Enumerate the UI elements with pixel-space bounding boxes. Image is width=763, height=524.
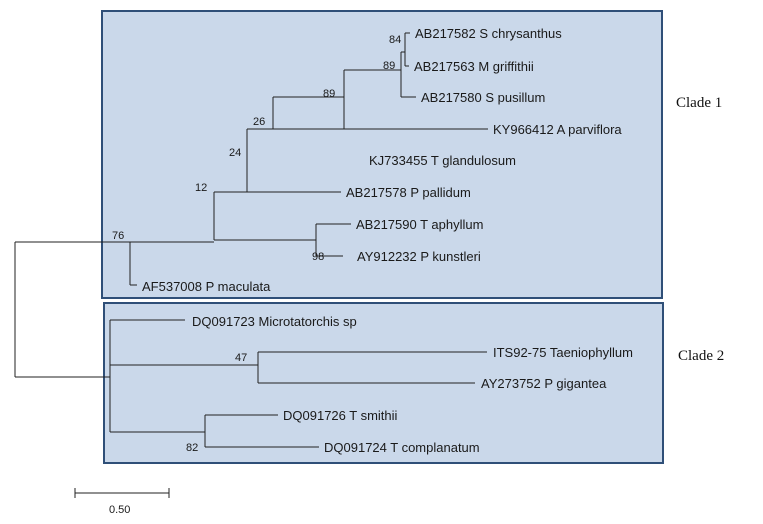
taxon-label: DQ091726 T smithii [283, 408, 398, 423]
support-value: 26 [253, 116, 265, 128]
support-value: 76 [112, 230, 124, 242]
branch-node-84 [404, 32, 410, 67]
taxon-label: AY273752 P gigantea [481, 376, 607, 391]
support-value: 12 [195, 182, 207, 194]
clade-2-label: Clade 2 [678, 348, 724, 364]
taxon-label: AB217580 S pusillum [421, 90, 545, 105]
support-values: 84 89 89 26 24 12 76 98 47 82 [112, 34, 401, 454]
taxon-label: DQ091724 T complanatum [324, 440, 480, 455]
branch-root [14, 241, 130, 378]
branch-node-98 [315, 223, 351, 257]
support-value: 98 [312, 251, 324, 263]
taxon-label: KY966412 A parviflora [493, 122, 622, 137]
taxon-label: AF537008 P maculata [142, 279, 271, 294]
taxon-label: DQ091723 Microtatorchis sp [192, 314, 357, 329]
taxon-label: AB217578 P pallidum [346, 185, 471, 200]
branch-clade2-base [109, 319, 258, 433]
taxon-label: AB217563 M griffithii [414, 59, 534, 74]
branch-node-89-lower [343, 69, 488, 130]
taxon-label: ITS92-75 Taeniophyllum [493, 345, 633, 360]
support-value: 84 [389, 34, 401, 46]
support-value: 82 [186, 442, 198, 454]
support-value: 24 [229, 147, 241, 159]
support-value: 47 [235, 352, 247, 364]
clade-1-box [101, 10, 663, 299]
branch-node-24 [246, 128, 341, 193]
taxon-label: AB217582 S chrysanthus [415, 26, 562, 41]
clade-1-label: Clade 1 [676, 95, 722, 111]
branch-node-12 [213, 191, 316, 241]
taxon-label: AY912232 P kunstleri [357, 249, 481, 264]
taxon-labels: AB217582 S chrysanthus AB217563 M griffi… [142, 26, 633, 455]
scale-bar-line [74, 488, 170, 498]
branch-clade1-base [129, 241, 214, 286]
taxon-label: KJ733455 T glandulosum [369, 153, 516, 168]
support-value: 89 [383, 60, 395, 72]
branch-node-82 [204, 414, 319, 448]
scale-bar: 0.50 [74, 488, 170, 516]
tree-branches [14, 32, 488, 448]
branch-node-47 [257, 351, 487, 384]
taxon-label: AB217590 T aphyllum [356, 217, 483, 232]
support-value: 89 [323, 88, 335, 100]
branch-node-89-upper [400, 51, 416, 98]
scale-bar-label: 0.50 [109, 504, 130, 516]
